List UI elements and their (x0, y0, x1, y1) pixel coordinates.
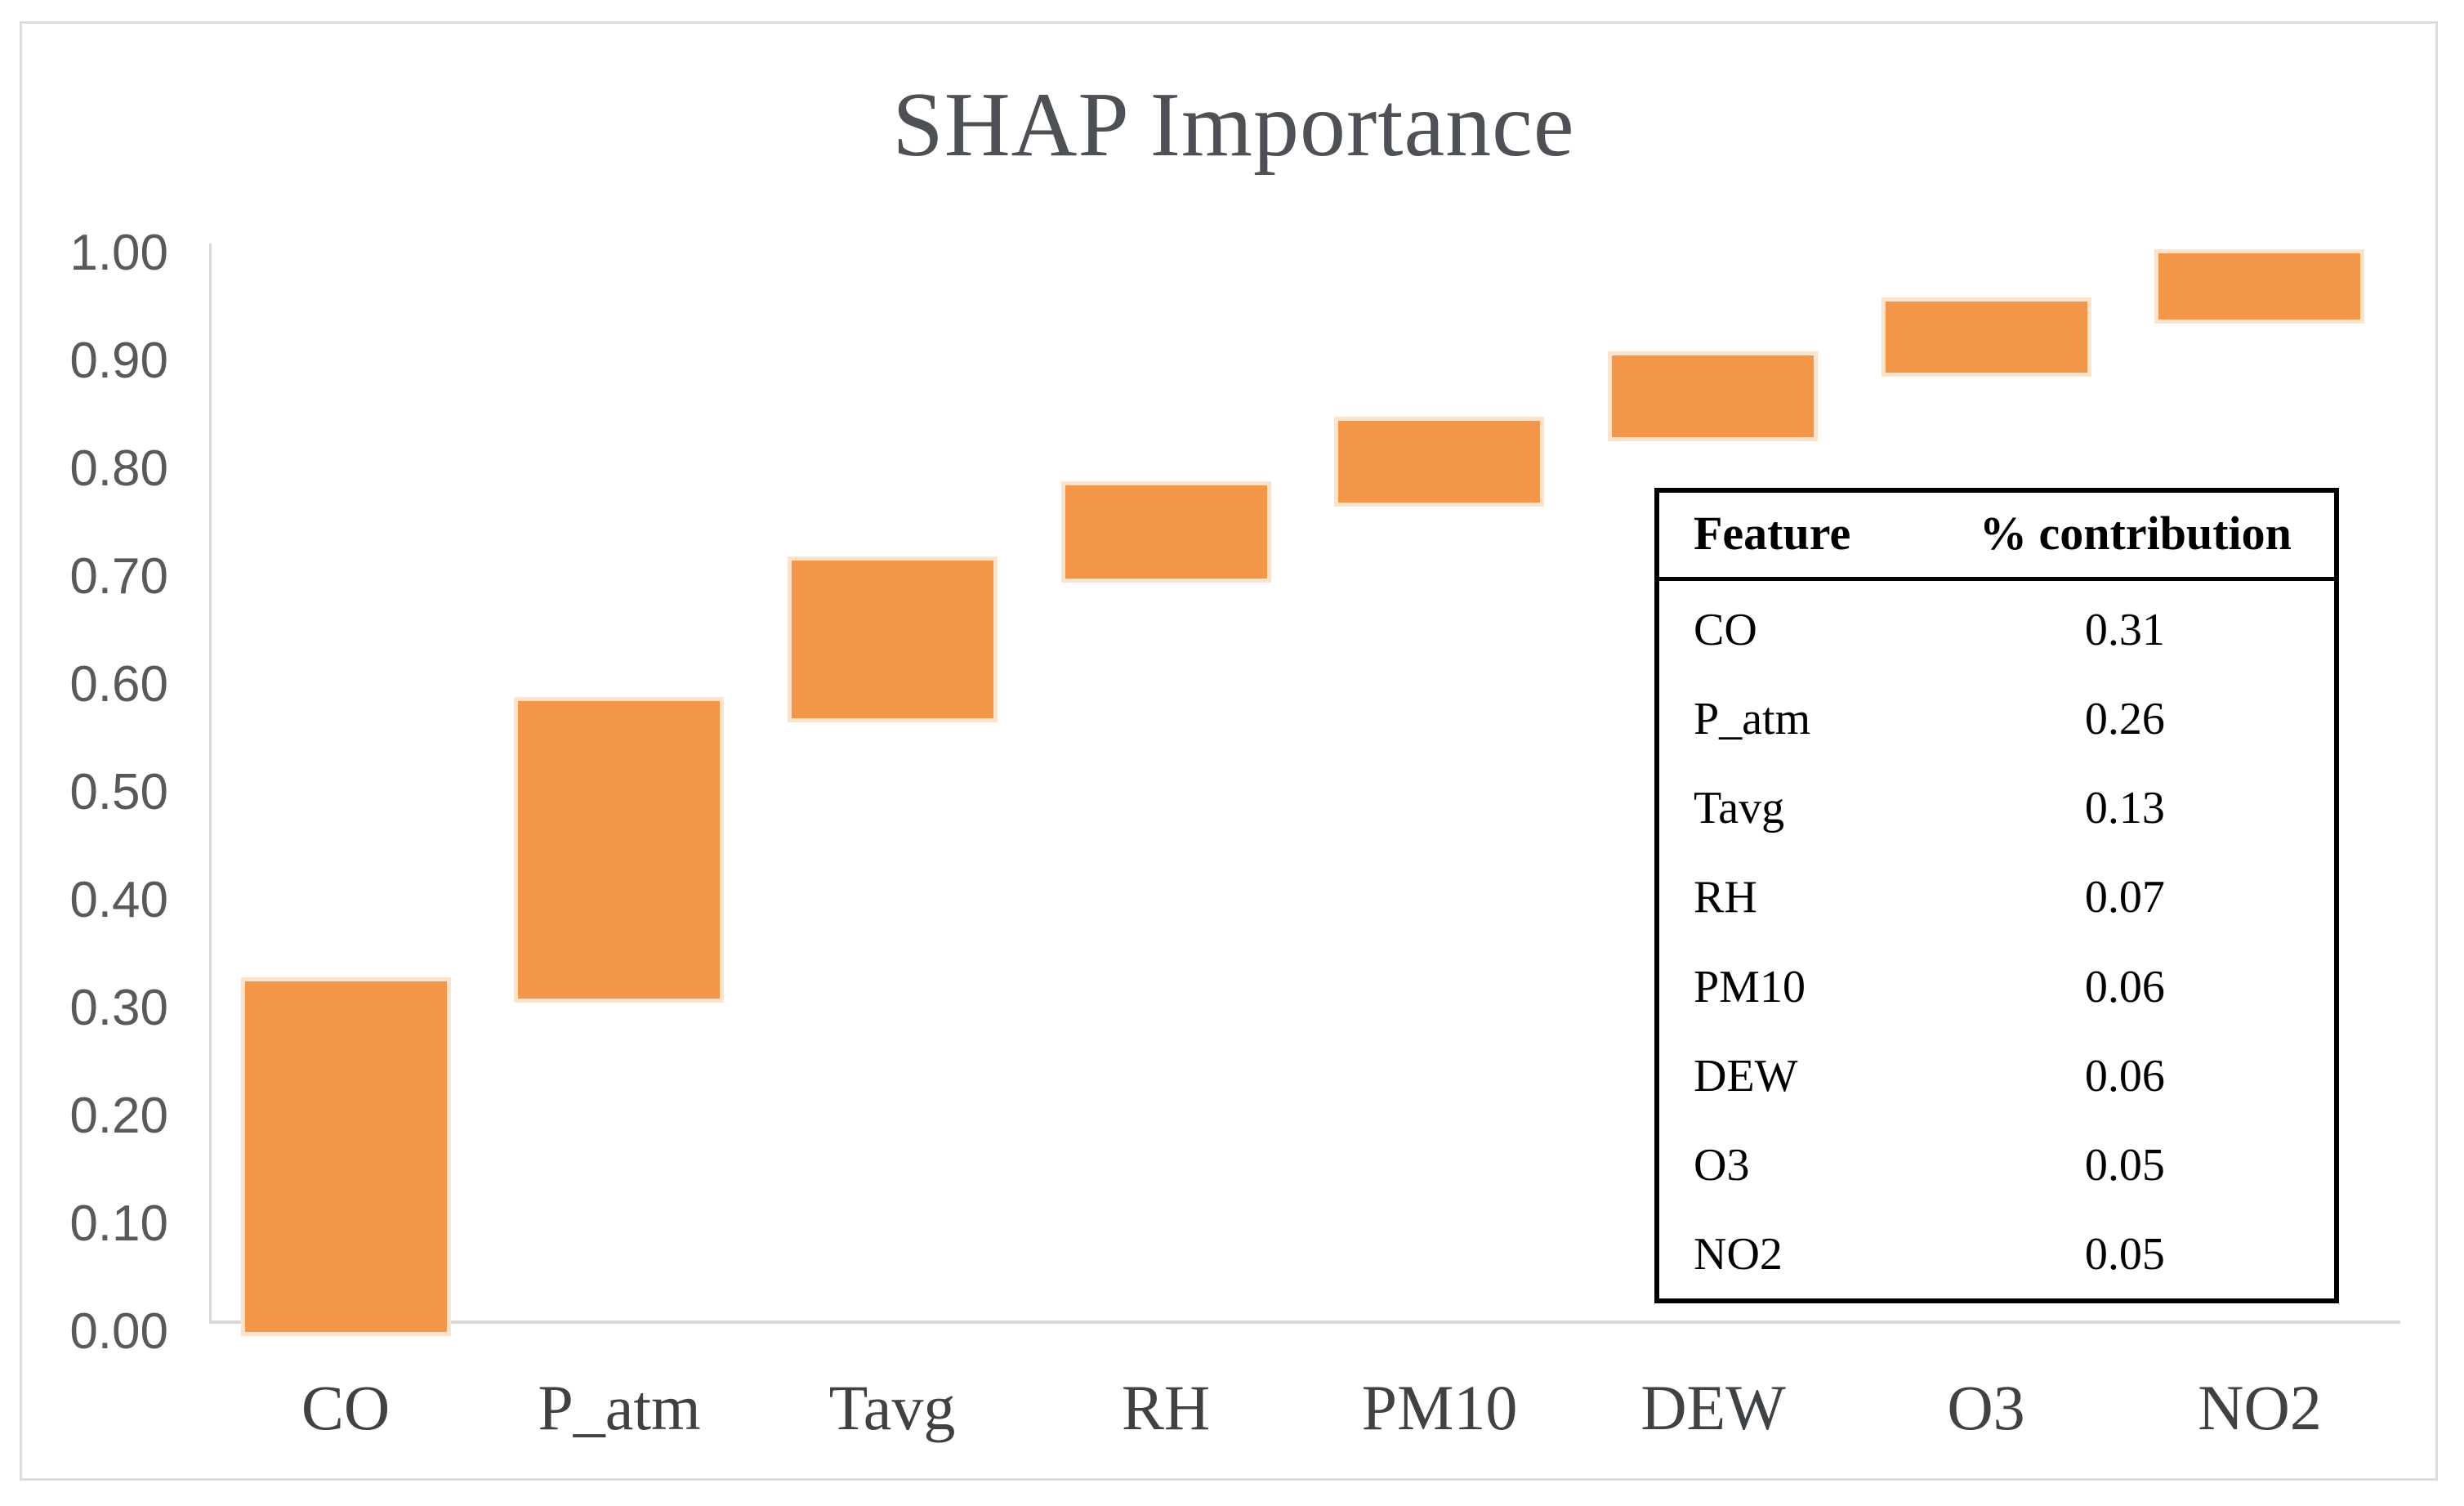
table-row: NO2 0.05 (1659, 1210, 2334, 1299)
y-axis-line (209, 244, 212, 1324)
waterfall-bar-P_atm (514, 697, 724, 1003)
y-tick-label: 0.80 (69, 440, 168, 497)
x-category-label-CO: CO (301, 1372, 391, 1443)
y-tick-label: 0.20 (69, 1088, 168, 1144)
y-tick-label: 0.00 (69, 1303, 168, 1360)
x-axis-line (209, 1321, 2400, 1324)
waterfall-bar-Tavg (788, 556, 998, 722)
x-category-label-NO2: NO2 (2198, 1372, 2322, 1443)
table-cell-contribution: 0.06 (2084, 961, 2165, 1012)
x-category-label-P_atm: P_atm (538, 1372, 701, 1443)
table-header-feature: Feature (1694, 507, 1851, 560)
waterfall-bar-NO2 (2154, 249, 2364, 324)
waterfall-bar-DEW (1608, 351, 1818, 441)
table-row: O3 0.05 (1659, 1121, 2334, 1210)
y-tick-label: 0.10 (69, 1195, 168, 1252)
table-body: CO 0.31 P_atm 0.26 Tavg 0.13 RH 0.07 PM10 0.06 DEW… (1659, 585, 2334, 1299)
y-tick-label: 1.00 (69, 225, 168, 281)
table-cell-feature: RH (1694, 872, 1757, 923)
table-header-contribution: % contribution (1980, 507, 2292, 560)
chart-title: SHAP Importance (892, 74, 1575, 176)
table-cell-contribution: 0.05 (2084, 1140, 2165, 1191)
contribution-table: Feature % contribution CO 0.31 P_atm 0.26 Ta… (1654, 488, 2339, 1303)
table-cell-feature: CO (1694, 604, 1757, 655)
table-row: RH 0.07 (1659, 853, 2334, 942)
table-header-row: Feature % contribution (1659, 493, 2334, 581)
table-cell-contribution: 0.31 (2084, 604, 2165, 655)
y-tick-label: 0.60 (69, 656, 168, 713)
y-tick-label: 0.40 (69, 872, 168, 928)
table-cell-contribution: 0.07 (2084, 872, 2165, 923)
table-row: CO 0.31 (1659, 585, 2334, 674)
table-cell-feature: NO2 (1694, 1229, 1783, 1280)
x-category-label-O3: O3 (1947, 1372, 2025, 1443)
x-category-label-DEW: DEW (1640, 1372, 1786, 1443)
table-cell-feature: Tavg (1694, 783, 1785, 834)
y-tick-label: 0.50 (69, 764, 168, 820)
x-category-label-RH: RH (1121, 1372, 1211, 1443)
table-cell-feature: PM10 (1694, 961, 1806, 1012)
table-cell-feature: DEW (1694, 1050, 1798, 1102)
table-cell-contribution: 0.05 (2084, 1229, 2165, 1280)
y-tick-label: 0.90 (69, 333, 168, 389)
table-cell-contribution: 0.13 (2084, 783, 2165, 834)
y-tick-label: 0.30 (69, 980, 168, 1036)
table-cell-contribution: 0.06 (2084, 1050, 2165, 1102)
waterfall-bar-PM10 (1334, 417, 1544, 507)
table-cell-feature: P_atm (1694, 693, 1811, 744)
waterfall-bar-RH (1061, 481, 1271, 583)
table-row: PM10 0.06 (1659, 942, 2334, 1031)
figure-border (20, 21, 2438, 1481)
x-category-label-Tavg: Tavg (828, 1372, 956, 1443)
table-row: Tavg 0.13 (1659, 764, 2334, 853)
y-tick-label: 0.70 (69, 548, 168, 605)
table-row: DEW 0.06 (1659, 1031, 2334, 1120)
waterfall-bar-CO (241, 977, 451, 1336)
table-cell-contribution: 0.26 (2084, 693, 2165, 744)
table-cell-feature: O3 (1694, 1140, 1750, 1191)
table-row: P_atm 0.26 (1659, 674, 2334, 763)
x-category-label-PM10: PM10 (1361, 1372, 1518, 1443)
waterfall-bar-O3 (1881, 297, 2091, 377)
